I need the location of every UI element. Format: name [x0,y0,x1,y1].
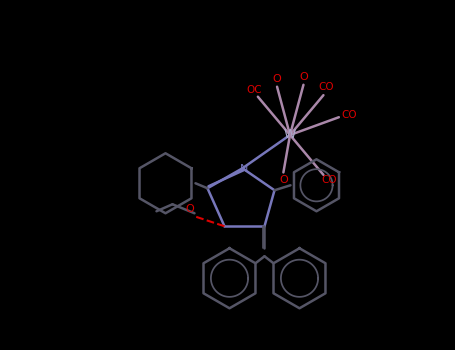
Text: N: N [240,164,249,174]
Text: CO: CO [341,110,357,120]
Text: O: O [299,72,308,82]
Text: O: O [279,175,288,186]
Text: OC: OC [246,85,262,95]
Text: CO: CO [318,82,334,92]
Text: W: W [284,128,296,141]
Text: O: O [185,204,194,214]
Text: O: O [273,74,282,84]
Text: CO: CO [322,175,337,185]
